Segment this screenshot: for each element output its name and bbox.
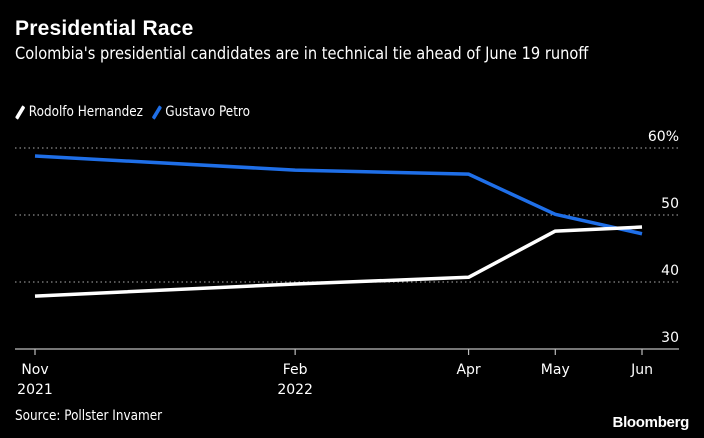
x-tick-label-nov: Nov <box>21 362 48 378</box>
series-line-hernandez <box>34 225 643 298</box>
y-tick-label-40: 40 <box>661 263 679 279</box>
x-tick-label-feb: Feb <box>283 362 308 378</box>
x-tick-label-jun: Jun <box>630 362 653 378</box>
series-line-petro <box>34 154 643 236</box>
x-tick-year-2022: 2022 <box>277 382 313 398</box>
x-tick-label-apr: Apr <box>456 362 480 378</box>
legend-item-petro: Gustavo Petro <box>151 104 250 120</box>
bloomberg-logo: Bloomberg <box>612 414 690 431</box>
legend: Rodolfo Hernandez Gustavo Petro <box>15 104 259 120</box>
x-tick-label-may: May <box>541 362 570 378</box>
chart-subtitle: Colombia's presidential candidates are i… <box>15 44 589 64</box>
y-tick-label-30: 30 <box>661 330 679 346</box>
legend-label-petro: Gustavo Petro <box>165 104 250 120</box>
chart-title: Presidential Race <box>15 17 194 40</box>
y-tick-label-50: 50 <box>661 196 679 212</box>
legend-label-hernandez: Rodolfo Hernandez <box>28 104 143 120</box>
source-note: Source: Pollster Invamer <box>15 408 163 424</box>
x-tick-year-2021: 2021 <box>17 382 53 398</box>
legend-item-hernandez: Rodolfo Hernandez <box>15 104 143 120</box>
y-tick-label-60: 60% <box>648 129 679 145</box>
